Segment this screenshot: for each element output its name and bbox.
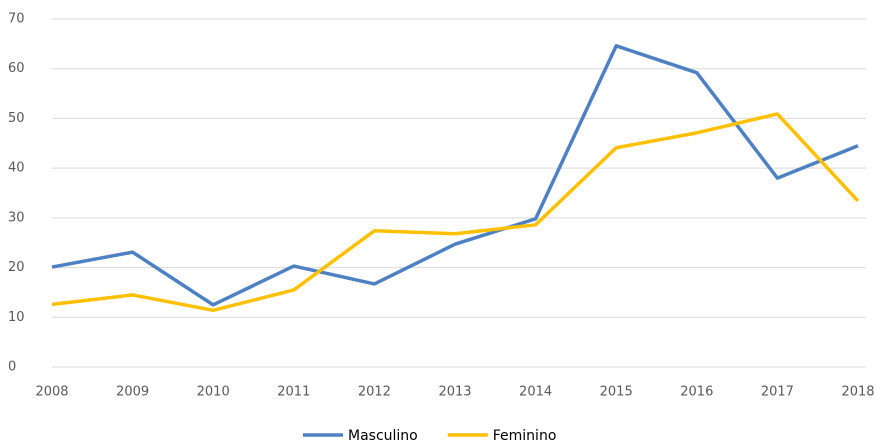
x-tick-label: 2013	[438, 385, 471, 400]
legend-label: Masculino	[348, 428, 418, 444]
x-tick-label: 2011	[277, 385, 310, 400]
y-tick-label: 70	[8, 12, 25, 27]
series-line	[51, 44, 859, 307]
x-tick-label: 2008	[35, 385, 68, 400]
x-tick-label: 2016	[680, 385, 713, 400]
x-tick-label: 2015	[600, 385, 633, 400]
x-tick-label: 2014	[519, 385, 552, 400]
x-tick-label: 2017	[761, 385, 794, 400]
y-tick-label: 50	[8, 111, 25, 126]
x-tick-label: 2009	[116, 385, 149, 400]
series-line	[51, 112, 860, 313]
y-tick-label: 60	[8, 61, 25, 76]
y-tick-label: 30	[8, 210, 25, 225]
x-tick-label: 2018	[841, 385, 874, 400]
y-tick-label: 40	[8, 161, 25, 176]
y-tick-label: 20	[8, 260, 25, 275]
y-tick-label: 10	[8, 310, 25, 325]
x-tick-label: 2010	[197, 385, 230, 400]
legend-label: Feminino	[493, 428, 557, 444]
y-tick-label: 0	[8, 360, 16, 375]
x-tick-label: 2012	[358, 385, 391, 400]
